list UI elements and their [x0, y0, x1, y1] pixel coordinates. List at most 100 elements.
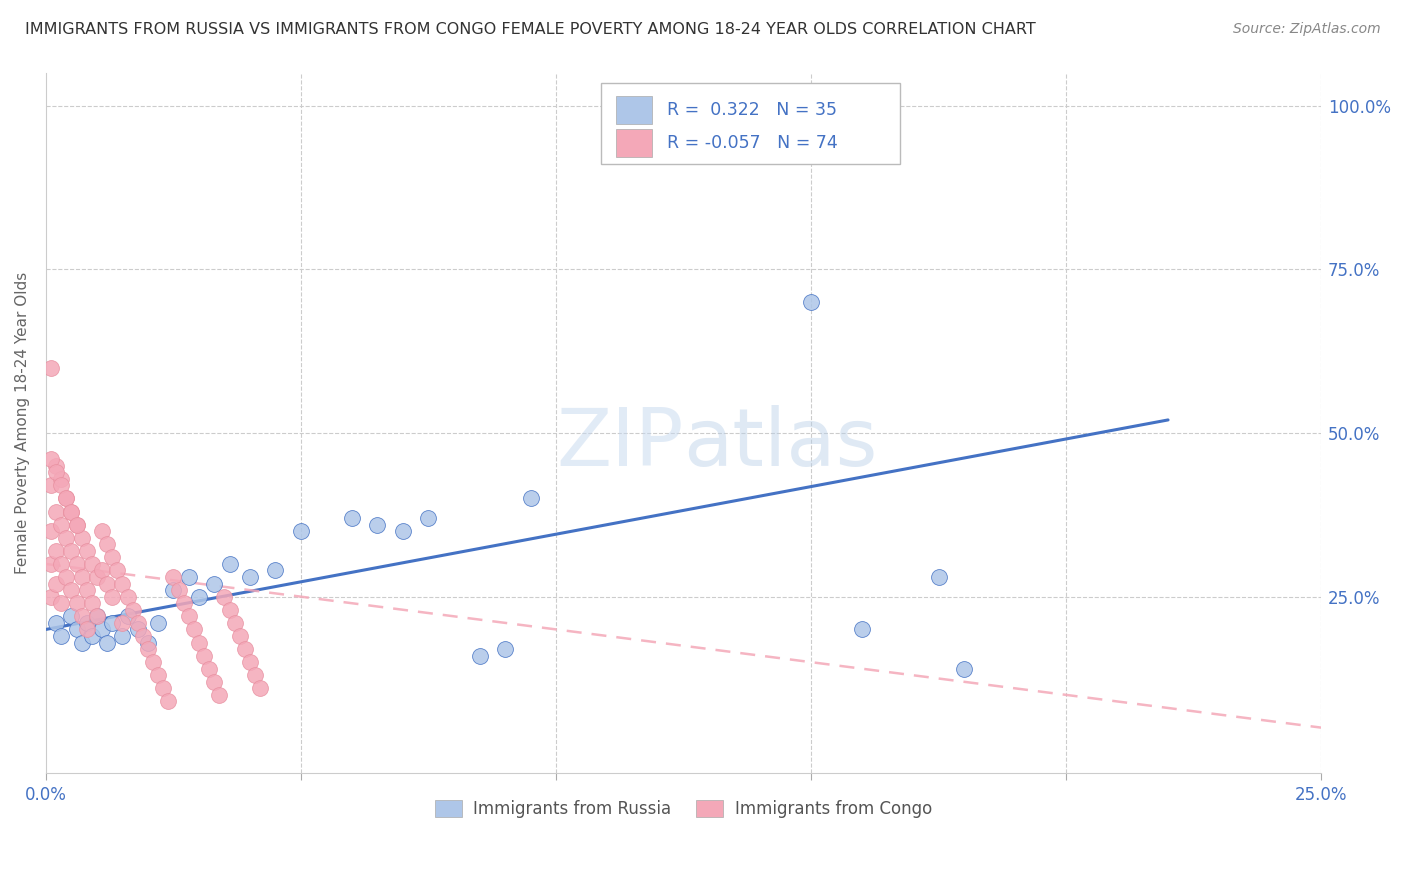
Point: [55, 570, 77, 584]
Point: [953, 662, 976, 676]
Point: [76, 583, 98, 598]
Point: [418, 511, 440, 525]
Point: [152, 681, 174, 696]
Point: [239, 655, 262, 669]
Point: [111, 615, 134, 630]
Point: [494, 642, 516, 657]
Point: [55, 491, 77, 506]
Point: [224, 615, 246, 630]
Point: [86, 570, 108, 584]
Point: [60, 583, 83, 598]
Point: [136, 635, 159, 649]
Point: [51, 478, 73, 492]
Point: [173, 596, 195, 610]
Point: [60, 505, 83, 519]
Point: [60, 609, 83, 624]
Point: [76, 544, 98, 558]
Point: [229, 629, 252, 643]
Point: [111, 629, 134, 643]
Point: [86, 609, 108, 624]
Point: [45, 615, 67, 630]
Point: [800, 295, 823, 310]
Point: [39, 557, 62, 571]
Point: [218, 557, 240, 571]
Point: [45, 458, 67, 473]
Point: [70, 609, 93, 624]
Point: [392, 524, 415, 539]
Point: [45, 544, 67, 558]
Point: [183, 623, 205, 637]
Point: [264, 564, 287, 578]
Point: [86, 609, 108, 624]
Text: IMMIGRANTS FROM RUSSIA VS IMMIGRANTS FROM CONGO FEMALE POVERTY AMONG 18-24 YEAR : IMMIGRANTS FROM RUSSIA VS IMMIGRANTS FRO…: [25, 22, 1036, 37]
Point: [243, 668, 266, 682]
Point: [39, 590, 62, 604]
Point: [340, 511, 363, 525]
Point: [132, 629, 155, 643]
Point: [91, 564, 114, 578]
Point: [142, 655, 165, 669]
Text: R =  0.322   N = 35: R = 0.322 N = 35: [666, 101, 837, 120]
Point: [51, 557, 73, 571]
Point: [468, 648, 491, 663]
Point: [111, 576, 134, 591]
Point: [45, 505, 67, 519]
Point: [127, 623, 149, 637]
Point: [167, 583, 190, 598]
Point: [101, 550, 124, 565]
Point: [80, 596, 103, 610]
Legend: Immigrants from Russia, Immigrants from Congo: Immigrants from Russia, Immigrants from …: [429, 793, 939, 824]
Point: [117, 590, 139, 604]
Point: [101, 615, 124, 630]
Point: [76, 623, 98, 637]
Point: [96, 635, 118, 649]
Point: [39, 478, 62, 492]
Point: [117, 609, 139, 624]
FancyBboxPatch shape: [616, 96, 651, 124]
Point: [39, 452, 62, 467]
Point: [105, 564, 128, 578]
Point: [127, 615, 149, 630]
Point: [55, 531, 77, 545]
Point: [65, 596, 87, 610]
Point: [80, 629, 103, 643]
Point: [188, 635, 211, 649]
Point: [218, 603, 240, 617]
Point: [162, 570, 184, 584]
Point: [198, 662, 221, 676]
Point: [290, 524, 312, 539]
Point: [101, 590, 124, 604]
Point: [233, 642, 256, 657]
Point: [121, 603, 143, 617]
Point: [65, 557, 87, 571]
Point: [208, 688, 231, 702]
Point: [148, 615, 170, 630]
Point: [76, 615, 98, 630]
Text: R = -0.057   N = 74: R = -0.057 N = 74: [666, 134, 838, 152]
Point: [96, 537, 118, 551]
Point: [45, 576, 67, 591]
Text: ZIP: ZIP: [557, 405, 683, 483]
Text: atlas: atlas: [683, 405, 877, 483]
Point: [177, 609, 200, 624]
Point: [91, 524, 114, 539]
Point: [193, 648, 215, 663]
Point: [70, 635, 93, 649]
Point: [80, 557, 103, 571]
Point: [96, 576, 118, 591]
Point: [928, 570, 950, 584]
Point: [202, 576, 225, 591]
Point: [70, 531, 93, 545]
Point: [851, 623, 873, 637]
Point: [157, 694, 180, 708]
Point: [65, 623, 87, 637]
Point: [249, 681, 271, 696]
Point: [519, 491, 541, 506]
Point: [162, 583, 184, 598]
Point: [239, 570, 262, 584]
Text: Source: ZipAtlas.com: Source: ZipAtlas.com: [1233, 22, 1381, 37]
Point: [65, 517, 87, 532]
Point: [51, 472, 73, 486]
Y-axis label: Female Poverty Among 18-24 Year Olds: Female Poverty Among 18-24 Year Olds: [15, 272, 30, 574]
Point: [51, 596, 73, 610]
